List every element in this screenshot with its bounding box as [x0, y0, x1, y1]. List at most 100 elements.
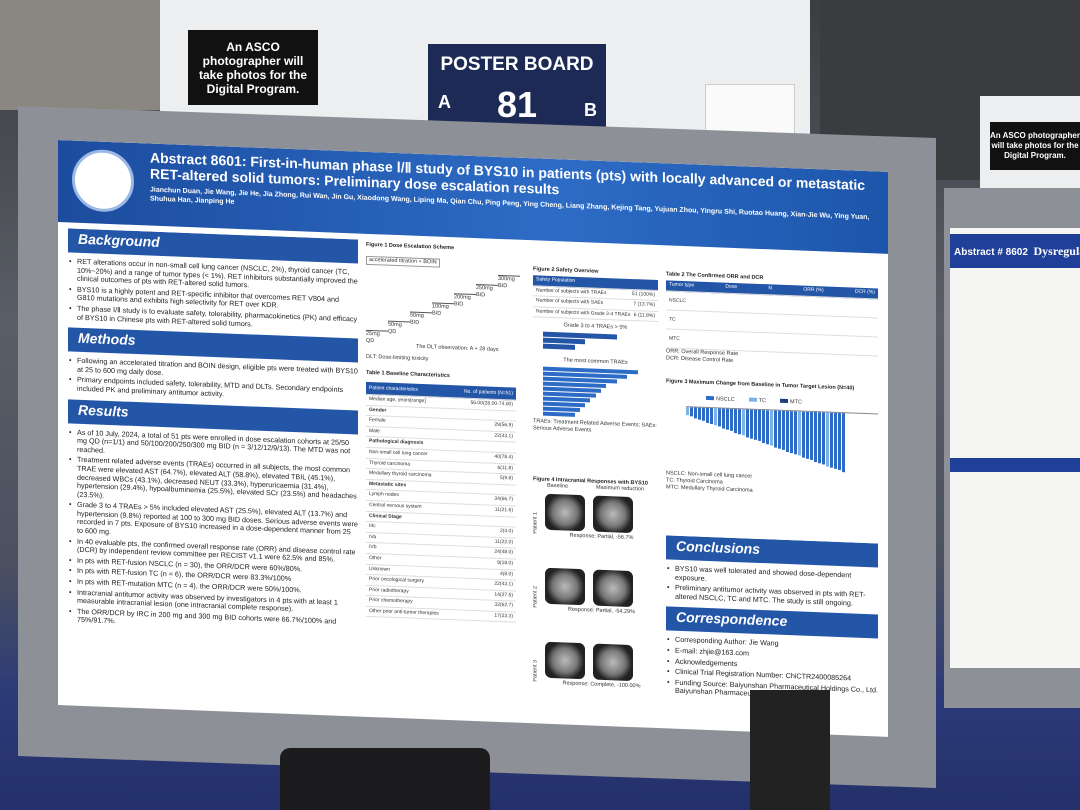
- patient-block: Patient 3 Response: Complete, -100.00%: [533, 641, 658, 716]
- photographer-sign-right: An ASCO photographer will take photos fo…: [990, 122, 1080, 170]
- bar-shape: [762, 410, 765, 443]
- neighbor-band: [950, 458, 1080, 472]
- row-value: 14(27.5): [494, 591, 513, 599]
- legend-item: TC: [748, 397, 766, 406]
- legend-item: MTC: [780, 398, 802, 407]
- figure-1: Figure 1 Dose Escalation Scheme accelera…: [366, 242, 526, 368]
- dose-step: 25mg QD: [366, 329, 388, 346]
- mri-scan: [545, 641, 585, 680]
- row-value: 22(43.1): [494, 580, 513, 588]
- bar-shape: [746, 409, 749, 438]
- row-value: 6 (11.8%): [633, 311, 655, 319]
- bar-shape: [738, 409, 741, 435]
- left-column: Background RET alterations occur in non-…: [68, 228, 358, 709]
- figure-3: Figure 3 Maximum Change from Baseline in…: [666, 378, 878, 536]
- row-label: Lymph nodes: [369, 491, 399, 499]
- board-number: 81: [496, 84, 538, 125]
- bar-shape: [842, 413, 845, 472]
- table-1: Table 1 Baseline Characteristics Patient…: [366, 370, 516, 721]
- mri-scan: [593, 569, 633, 608]
- row-value: 6(11.8): [497, 464, 513, 472]
- bar-shape: [770, 410, 773, 446]
- bar-shape: [814, 412, 817, 462]
- row-value: 4(8.0): [499, 570, 513, 577]
- row-value: 17(33.3): [494, 612, 513, 620]
- bar-shape: [702, 407, 705, 422]
- bar-shape: [754, 409, 757, 440]
- brick-wall: [0, 0, 160, 110]
- bar-shape: [730, 408, 733, 432]
- bar-shape: [718, 408, 721, 427]
- row-value: 22(43.1): [494, 432, 513, 440]
- scan-pair: [545, 641, 658, 682]
- row-value: 5(9.8): [499, 475, 513, 482]
- legend-swatch: [748, 397, 757, 402]
- neighbor-abstract: Abstract # 8602: [954, 247, 1028, 258]
- legend-label: MTC: [790, 399, 802, 406]
- neighbor-poster: Abstract # 8602 Dysregulati: [950, 228, 1080, 668]
- figure-title: Figure 3 Maximum Change from Baseline in…: [666, 378, 855, 392]
- bar-shape: [750, 409, 753, 439]
- dose-step: 250mg BID: [476, 284, 498, 300]
- row-value: 7 (13.7%): [633, 301, 655, 309]
- patient-label: Patient 3: [533, 659, 539, 682]
- table-header: Tumor type: [669, 281, 695, 289]
- bar-shape: [694, 407, 697, 419]
- poster: Abstract 8601: First-in-human phase Ⅰ/Ⅱ …: [58, 140, 888, 737]
- bar-shape: [822, 412, 825, 465]
- bar-shape: [686, 407, 689, 416]
- mri-scan: [593, 495, 633, 534]
- bar-shape: [698, 407, 701, 420]
- bar-shape: [714, 408, 717, 426]
- bar-shape: [806, 411, 809, 459]
- chair: [280, 748, 490, 810]
- row-value: 51 (100%): [631, 290, 655, 298]
- bar-shape: [734, 408, 737, 433]
- row-label: Thyroid carcinoma: [369, 459, 411, 468]
- row-label: Gender: [369, 406, 387, 414]
- row-value: 32(62.7): [494, 602, 513, 609]
- bar-shape: [543, 412, 575, 418]
- mri-scan: [545, 493, 585, 532]
- table-header: DCR (%): [854, 288, 875, 296]
- dose-step: 300mg BID: [498, 274, 520, 291]
- bar-shape: [782, 410, 785, 451]
- legend-label: NSCLC: [716, 396, 735, 403]
- poster-board-label: POSTER BOARD: [440, 54, 594, 75]
- bar-shape: [834, 412, 837, 470]
- row-value: 9(18.0): [497, 559, 513, 567]
- row-value: 40(78.4): [494, 453, 513, 461]
- row-value: 24(48.0): [494, 549, 513, 556]
- patient-label: Patient 2: [533, 585, 539, 608]
- bar-shape: [758, 409, 761, 442]
- patient-block: Patient 2 Response: Partial, -54.29%: [533, 567, 658, 642]
- dose-step: 50mg BID: [410, 311, 432, 328]
- bar-shape: [690, 407, 693, 417]
- row-label: Other: [369, 554, 382, 562]
- bar-shape: [802, 411, 805, 458]
- column-label: Maximum reduction: [596, 484, 645, 493]
- photographer-sign: An ASCO photographer will take photos fo…: [188, 30, 318, 105]
- bar-shape: [830, 412, 833, 468]
- row-label: Metastatic sites: [369, 480, 407, 489]
- row-label: Unknown: [369, 565, 390, 573]
- logo: [72, 148, 134, 213]
- row-label: IVa: [369, 533, 377, 540]
- mri-scan: [545, 567, 585, 606]
- bar-shape: [818, 412, 821, 464]
- bar-shape: [742, 409, 745, 436]
- table-2: Table 2 The Confirmed ORR and DCR Tumor …: [666, 271, 878, 379]
- dose-step: 200mg BID: [454, 293, 476, 310]
- bar-shape: [726, 408, 729, 430]
- bar-shape: [786, 410, 789, 452]
- table-header: No. of patients (N=51): [463, 388, 513, 397]
- row-label: Prior chemotherapy: [369, 597, 413, 605]
- table-header: Patient characteristics: [369, 384, 418, 393]
- side-a: A: [438, 92, 451, 112]
- legend-swatch: [780, 398, 788, 404]
- legend-item: NSCLC: [706, 395, 735, 404]
- row-value: 56.00(28.00-74.00): [470, 399, 513, 408]
- side-b: B: [584, 100, 597, 120]
- person: [750, 690, 830, 810]
